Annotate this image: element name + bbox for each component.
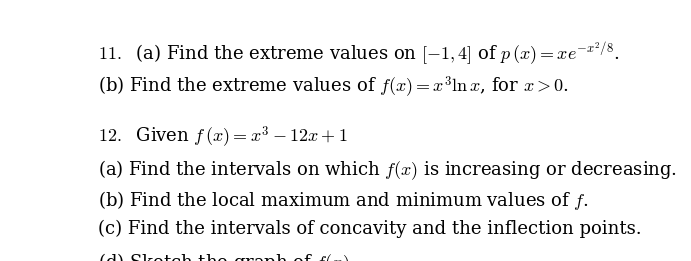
Text: (b) Find the extreme values of $f(x) = x^3\ln x$, for $x > 0$.: (b) Find the extreme values of $f(x) = x… — [98, 75, 569, 100]
Text: (b) Find the local maximum and minimum values of $f$.: (b) Find the local maximum and minimum v… — [98, 189, 589, 212]
Text: (d) Sketch the graph of $f(x)$.: (d) Sketch the graph of $f(x)$. — [98, 251, 355, 261]
Text: $\mathbf{11.}$  (a) Find the extreme values on $[-1,4]$ of $p\,(x) = xe^{-x^2/8}: $\mathbf{11.}$ (a) Find the extreme valu… — [98, 40, 620, 67]
Text: (c) Find the intervals of concavity and the inflection points.: (c) Find the intervals of concavity and … — [98, 220, 642, 239]
Text: (a) Find the intervals on which $f(x)$ is increasing or decreasing.: (a) Find the intervals on which $f(x)$ i… — [98, 158, 677, 182]
Text: $\mathbf{12.}$  Given $f\,(x) = x^3 - 12x + 1$: $\mathbf{12.}$ Given $f\,(x) = x^3 - 12x… — [98, 125, 348, 150]
